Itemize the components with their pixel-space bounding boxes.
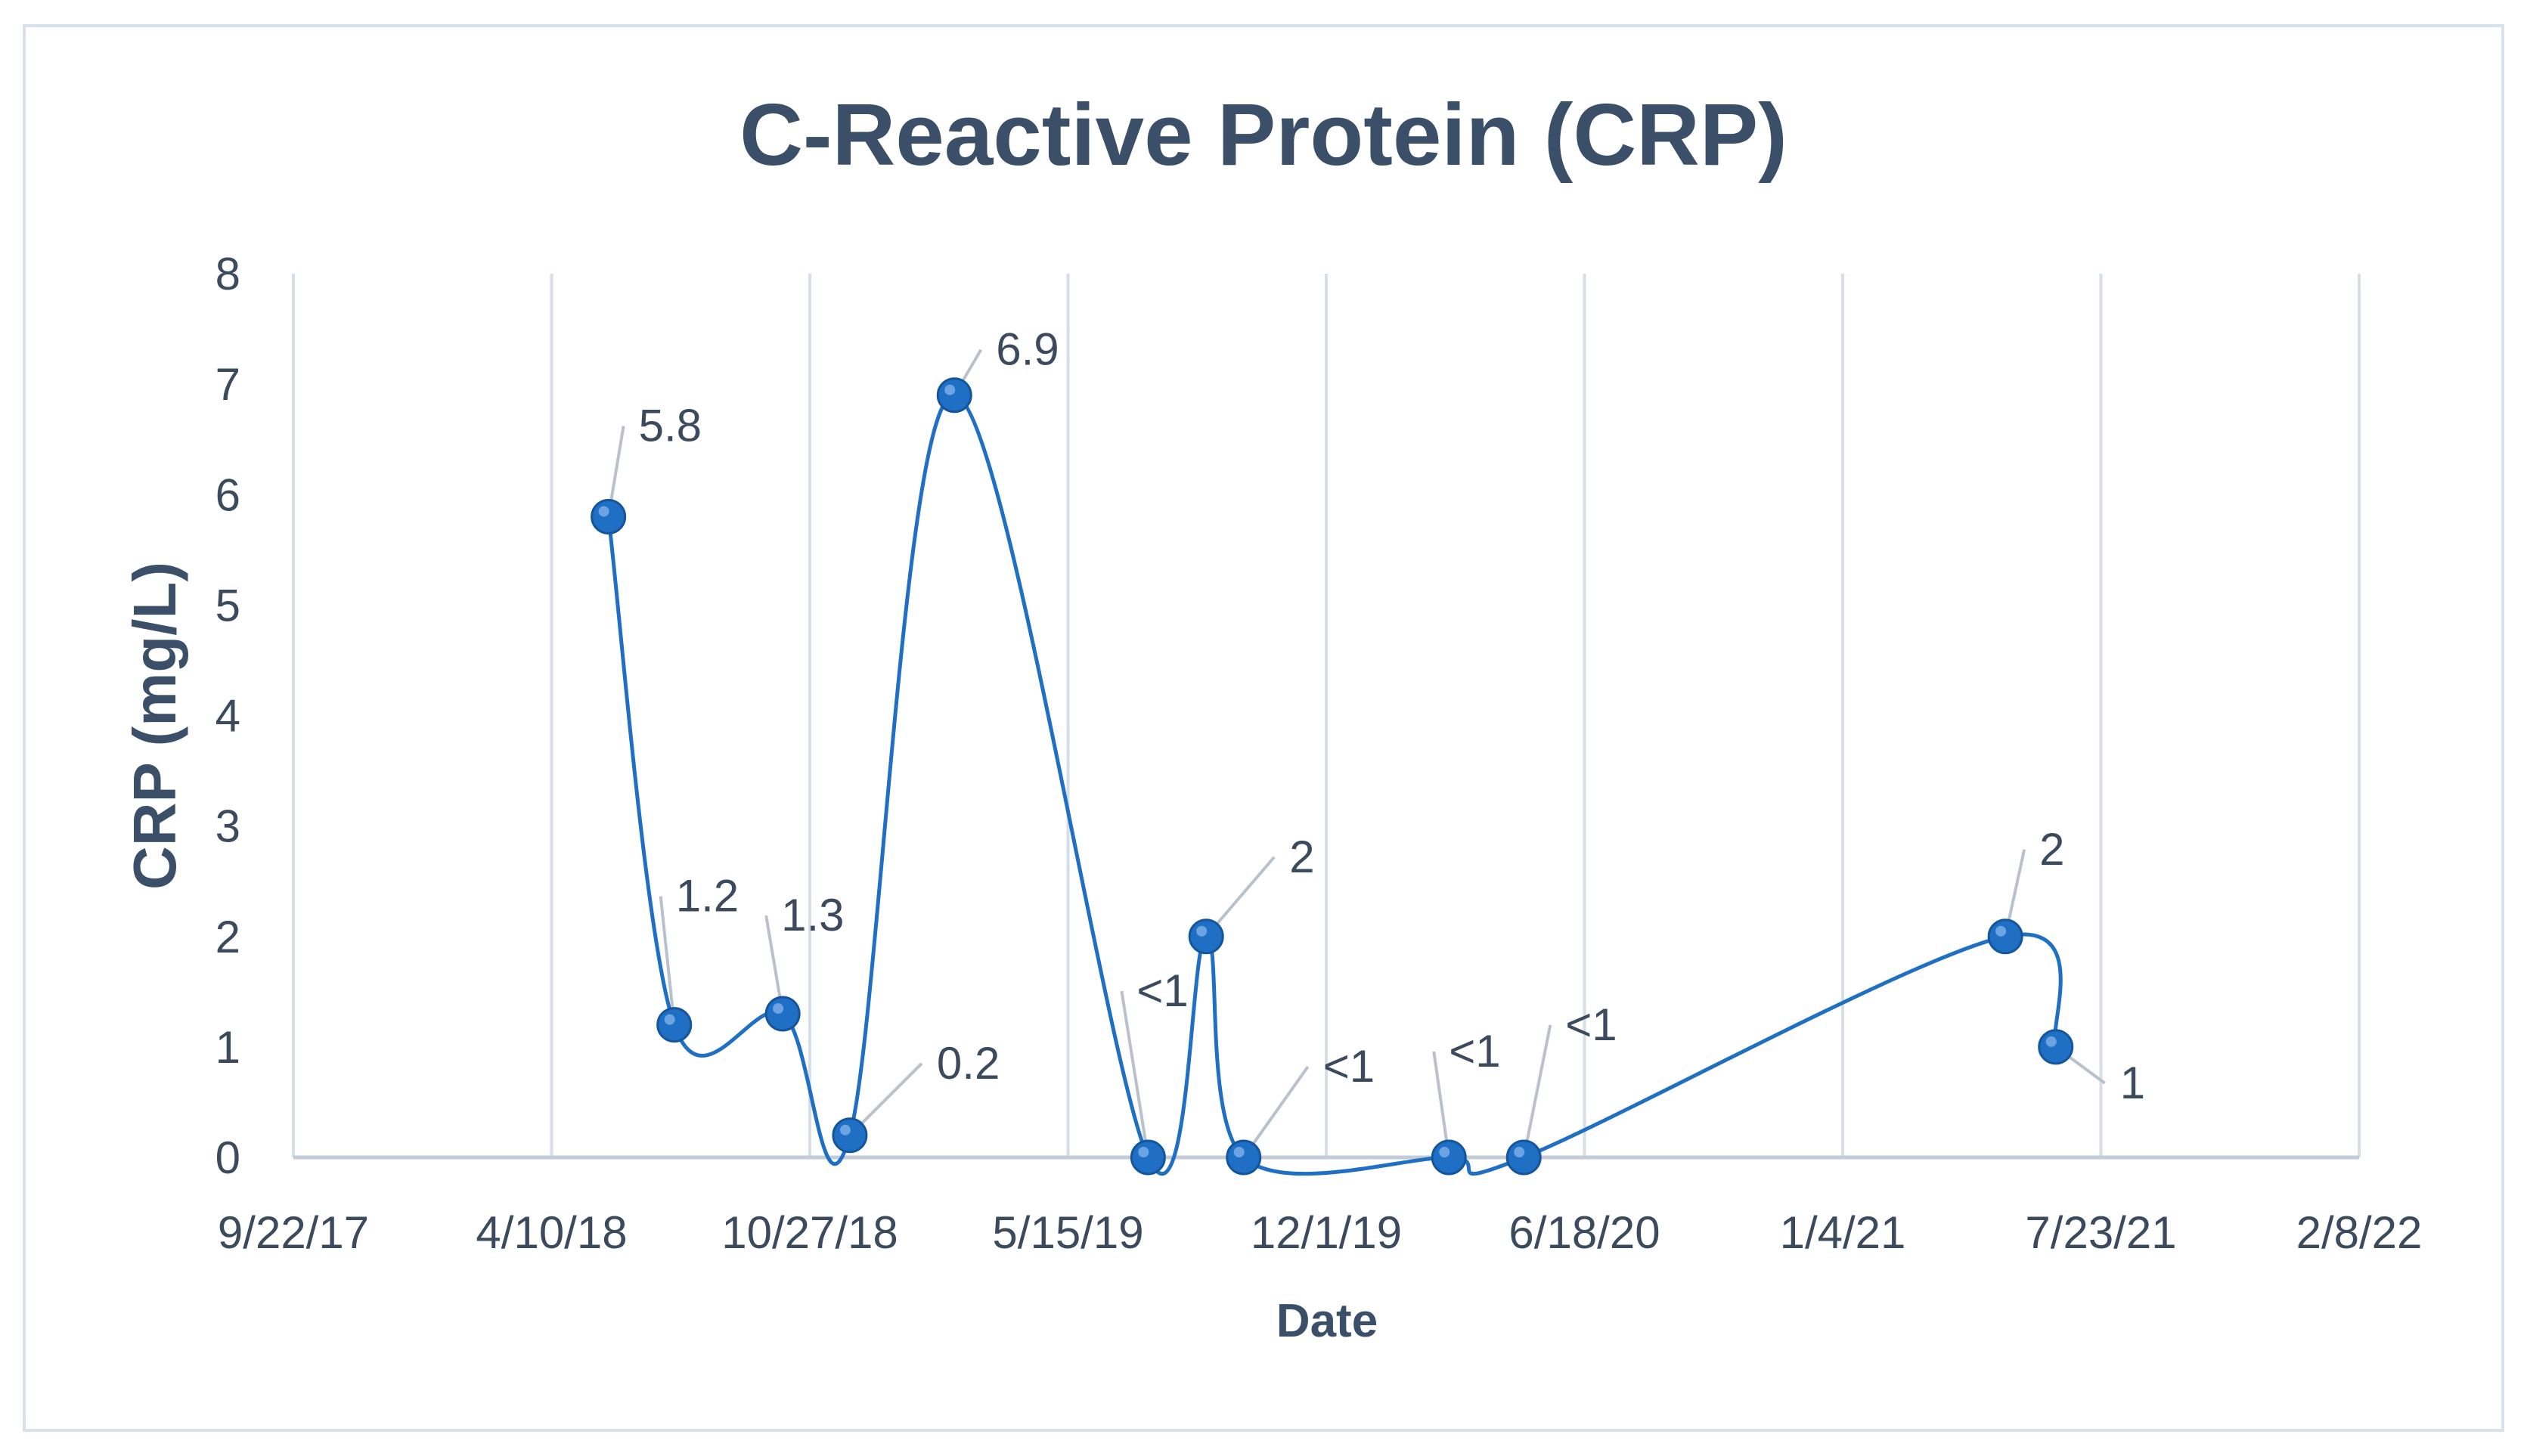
- x-tick-label: 10/27/18: [721, 1207, 898, 1258]
- y-tick-label: 3: [215, 801, 240, 852]
- data-points: [591, 377, 2074, 1176]
- data-label: 2: [1289, 832, 1314, 882]
- data-label: 0.2: [937, 1038, 1000, 1089]
- y-tick-label: 0: [215, 1132, 240, 1183]
- y-tick-label: 8: [215, 249, 240, 299]
- y-tick-label: 7: [215, 359, 240, 410]
- y-axis-title: CRP (mg/L): [121, 562, 188, 890]
- data-point-highlight: [664, 1014, 675, 1025]
- data-point-highlight: [773, 1003, 784, 1015]
- label-leader: [1432, 1051, 1451, 1158]
- data-point-highlight: [1138, 1147, 1149, 1157]
- data-label: 5.8: [639, 400, 702, 451]
- data-point-highlight: [598, 506, 609, 517]
- y-tick-label: 1: [215, 1022, 240, 1073]
- data-point: [2038, 1029, 2074, 1065]
- x-axis-title: Date: [1276, 1295, 1378, 1347]
- data-point: [1226, 1139, 1262, 1176]
- data-point: [1505, 1139, 1542, 1176]
- data-label: <1: [1449, 1026, 1500, 1077]
- grid-lines: [292, 274, 2361, 1157]
- data-point: [832, 1117, 868, 1154]
- data-label: <1: [1323, 1041, 1375, 1092]
- label-leader: [1242, 1065, 1310, 1159]
- data-label: 1.2: [676, 871, 739, 922]
- data-point-highlight: [1233, 1147, 1245, 1157]
- data-point-highlight: [839, 1124, 851, 1135]
- data-label: <1: [1136, 965, 1188, 1016]
- data-point: [764, 996, 801, 1032]
- label-leader: [1522, 1024, 1552, 1158]
- x-tick-label: 5/15/19: [992, 1207, 1143, 1258]
- label-leader: [659, 896, 676, 1025]
- x-tick-label: 9/22/17: [218, 1207, 369, 1258]
- x-tick-label: 12/1/19: [1251, 1207, 1402, 1258]
- data-point: [591, 498, 627, 534]
- label-leader: [1120, 990, 1150, 1158]
- data-point-highlight: [1995, 925, 2007, 937]
- chart-frame: [23, 24, 2504, 1432]
- data-point-highlight: [1196, 925, 1208, 937]
- data-label: <1: [1565, 999, 1617, 1050]
- y-tick-label: 4: [215, 691, 240, 742]
- y-tick-label: 2: [215, 912, 240, 962]
- x-tick-label: 4/10/18: [476, 1207, 627, 1258]
- x-tick-label: 6/18/20: [1508, 1207, 1660, 1258]
- y-tick-label: 5: [215, 580, 240, 630]
- data-label: 1.3: [781, 890, 844, 940]
- data-point: [1431, 1139, 1467, 1176]
- chart-title: C-Reactive Protein (CRP): [739, 85, 1788, 184]
- data-point: [936, 377, 972, 414]
- data-labels: 5.8 1.2 1.3 0.2 6.9 <1 2 <1 <1 <1 2 1: [639, 324, 2145, 1108]
- data-label: 2: [2039, 824, 2064, 875]
- x-tick-label: 2/8/22: [2296, 1207, 2423, 1258]
- data-point: [1987, 919, 2023, 955]
- axes: 9/22/17 4/10/18 10/27/18 5/15/19 12/1/19 6/18…: [215, 249, 2423, 1258]
- data-point-highlight: [944, 384, 956, 395]
- data-point: [1188, 919, 1224, 955]
- data-point-highlight: [1514, 1147, 1525, 1157]
- data-point-highlight: [1439, 1147, 1450, 1157]
- x-tick-label: 1/4/21: [1780, 1207, 1906, 1258]
- data-label: 6.9: [996, 324, 1059, 375]
- data-point-highlight: [2045, 1036, 2057, 1047]
- data-point: [1130, 1139, 1166, 1176]
- x-tick-label: 7/23/21: [2025, 1207, 2176, 1258]
- data-point: [656, 1007, 693, 1043]
- data-label: 1: [2120, 1058, 2145, 1108]
- label-leaders: [606, 349, 2106, 1159]
- y-tick-label: 6: [215, 469, 240, 520]
